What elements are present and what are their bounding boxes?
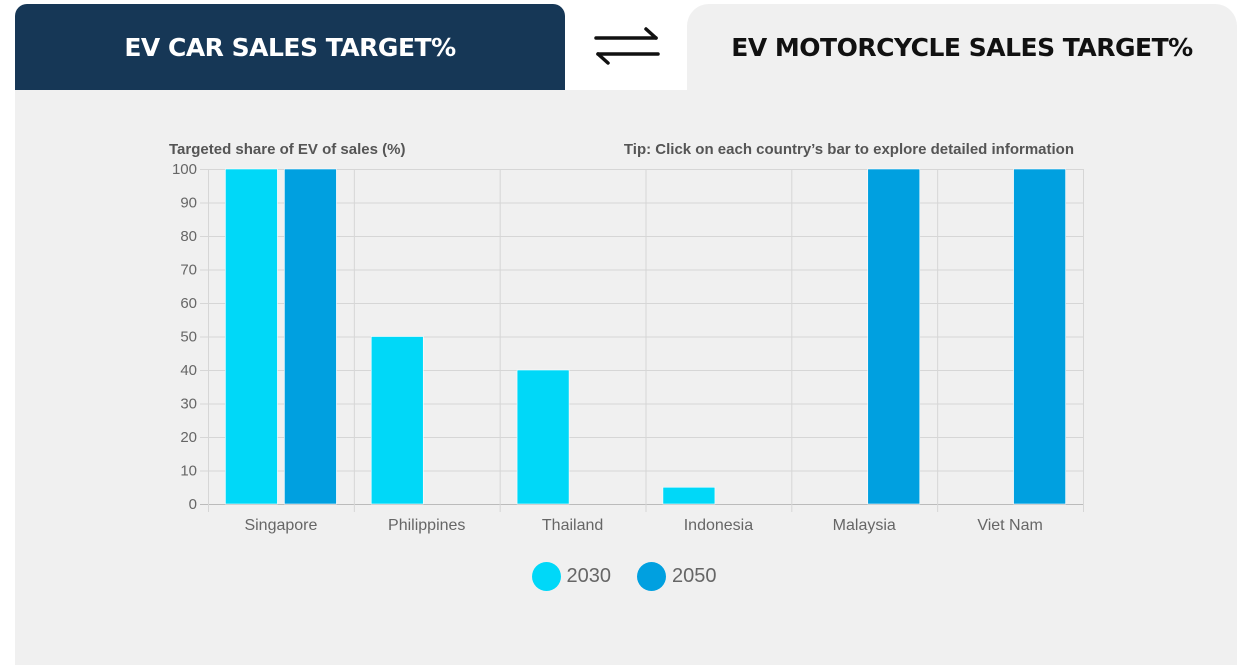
- legend-item-2050[interactable]: 2050: [637, 562, 717, 591]
- x-tick-label: Singapore: [244, 517, 317, 534]
- chart-legend: 2030 2050: [0, 562, 1248, 591]
- y-tick-label: 10: [180, 463, 197, 480]
- y-axis-title: Targeted share of EV of sales (%): [169, 141, 405, 158]
- y-tick-label: 30: [180, 396, 197, 413]
- swap-arrows-icon[interactable]: [592, 26, 662, 66]
- tab-ev-car-sales-target-label: EV CAR SALES TARGET%: [124, 32, 456, 62]
- bar-malaysia-2050[interactable]: [867, 168, 921, 505]
- chart-tip: Tip: Click on each country’s bar to expl…: [624, 141, 1074, 158]
- tab-ev-motorcycle-sales-target[interactable]: EV MOTORCYCLE SALES TARGET%: [687, 4, 1237, 90]
- legend-label: 2030: [566, 565, 612, 587]
- legend-swatch-icon: [531, 562, 561, 591]
- y-tick-label: 80: [180, 228, 197, 245]
- grid-lines: [200, 169, 1084, 512]
- x-tick-label: Philippines: [388, 517, 465, 534]
- bar-indonesia-2030[interactable]: [662, 486, 716, 505]
- tab-ev-car-sales-target[interactable]: EV CAR SALES TARGET%: [15, 4, 565, 90]
- bar-thailand-2030[interactable]: [516, 369, 570, 505]
- bar-philippines-2030[interactable]: [370, 336, 424, 505]
- bar-singapore-2030[interactable]: [225, 168, 278, 505]
- y-tick-label: 50: [180, 329, 197, 346]
- x-tick-label: Viet Nam: [977, 517, 1043, 534]
- x-tick-label: Malaysia: [833, 517, 896, 534]
- bar-viet-nam-2050[interactable]: [1013, 168, 1066, 505]
- x-tick-label: Indonesia: [684, 517, 753, 534]
- legend-item-2030[interactable]: 2030: [531, 562, 612, 591]
- y-tick-label: 100: [172, 161, 197, 178]
- y-tick-label: 20: [180, 429, 197, 446]
- legend-swatch-icon: [637, 562, 666, 591]
- bar-singapore-2050[interactable]: [284, 168, 337, 505]
- y-tick-label: 90: [180, 195, 197, 212]
- tab-ev-motorcycle-sales-target-label: EV MOTORCYCLE SALES TARGET%: [731, 32, 1193, 62]
- bars: [225, 168, 1066, 505]
- y-tick-label: 70: [180, 262, 197, 279]
- x-tick-label: Thailand: [542, 517, 603, 534]
- y-tick-label: 60: [180, 295, 197, 312]
- axes: 0 10 20 30 40 50 60 70 80 90 100 Singapore Philippin…: [172, 161, 1043, 534]
- legend-label: 2050: [672, 565, 717, 587]
- y-tick-label: 0: [189, 496, 197, 513]
- y-tick-label: 40: [180, 362, 197, 379]
